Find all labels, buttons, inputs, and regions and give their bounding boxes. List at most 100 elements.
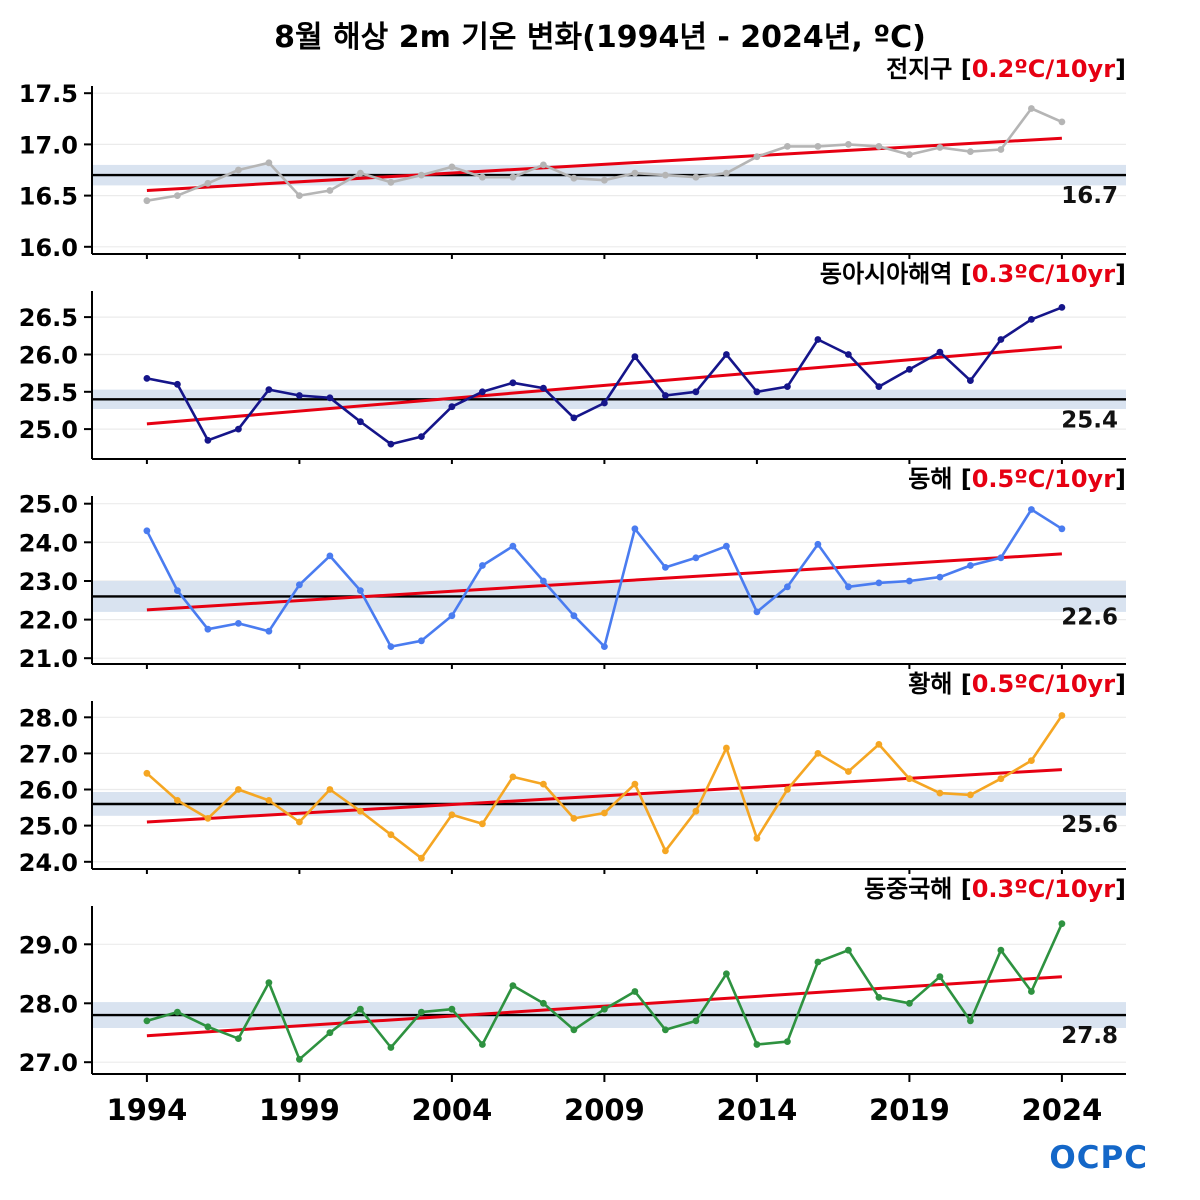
data-point xyxy=(1058,920,1066,928)
y-tick-label: 24.0 xyxy=(19,849,78,874)
panel-title: 동중국해 [0.3ºC/10yr] xyxy=(864,875,1126,903)
data-point xyxy=(1058,525,1066,533)
data-point xyxy=(723,169,730,177)
data-point xyxy=(540,780,547,788)
data-point xyxy=(357,587,364,594)
data-point xyxy=(1058,712,1066,719)
data-point xyxy=(631,780,639,788)
data-point xyxy=(753,153,761,161)
data-point xyxy=(265,386,273,393)
data-point xyxy=(601,176,608,184)
data-point xyxy=(418,637,425,645)
data-point xyxy=(174,1008,181,1016)
data-point xyxy=(204,815,212,822)
data-point xyxy=(906,577,913,585)
y-tick-label: 24.0 xyxy=(19,529,78,557)
y-tick-label: 25.0 xyxy=(19,416,78,444)
data-point xyxy=(235,166,242,174)
data-point xyxy=(601,809,608,817)
data-point xyxy=(906,775,913,783)
data-point xyxy=(875,741,883,748)
data-point xyxy=(387,643,395,650)
data-point xyxy=(326,552,334,560)
data-point xyxy=(509,773,517,781)
data-point xyxy=(296,392,303,399)
data-point xyxy=(418,854,425,862)
data-point xyxy=(357,1005,364,1013)
data-point xyxy=(265,159,273,167)
data-point xyxy=(235,786,242,793)
data-point xyxy=(906,366,913,373)
x-tick-label: 2014 xyxy=(717,1093,798,1127)
y-tick-label: 25.0 xyxy=(19,813,78,841)
series-line xyxy=(145,714,1064,860)
data-point xyxy=(418,433,425,440)
data-point xyxy=(570,815,578,822)
data-point xyxy=(814,540,822,548)
data-point xyxy=(997,336,1005,343)
data-point xyxy=(326,786,334,793)
data-point xyxy=(357,807,364,815)
y-tick-label: 25.5 xyxy=(19,379,78,407)
data-point xyxy=(814,958,822,966)
data-point xyxy=(753,388,761,396)
data-point xyxy=(1028,506,1035,513)
data-point xyxy=(174,587,181,594)
x-tick-label: 2024 xyxy=(1022,1093,1103,1127)
data-point xyxy=(174,797,181,804)
series-line xyxy=(145,508,1064,648)
data-point xyxy=(143,1017,151,1025)
panel-title: 동아시아해역 [0.3ºC/10yr] xyxy=(820,260,1126,288)
y-tick-label: 29.0 xyxy=(19,931,78,959)
data-point xyxy=(357,169,364,177)
data-point xyxy=(906,999,913,1007)
data-point xyxy=(662,171,669,179)
data-point xyxy=(448,612,456,620)
data-point xyxy=(875,383,883,390)
y-tick-label: 28.0 xyxy=(19,704,78,732)
data-point xyxy=(479,388,486,396)
mean-value-label: 25.6 xyxy=(1061,812,1118,838)
y-tick-label: 26.0 xyxy=(19,777,78,805)
data-point xyxy=(265,627,273,635)
data-point xyxy=(845,583,852,591)
data-point xyxy=(1028,757,1035,764)
data-point xyxy=(540,384,547,392)
data-point xyxy=(784,583,791,591)
data-point xyxy=(540,161,547,169)
data-point xyxy=(296,1055,303,1063)
data-point xyxy=(143,197,151,205)
x-tick-label: 2019 xyxy=(869,1093,950,1127)
panel-east-china-sea: 27.0 28.0 29.0 1994 1999 2004 2009 2014 2019 2024… xyxy=(19,875,1126,1127)
data-point xyxy=(875,579,883,587)
x-tick-label: 2009 xyxy=(564,1093,645,1127)
data-point xyxy=(1058,118,1066,126)
y-tick-label: 26.5 xyxy=(19,304,78,332)
data-point xyxy=(509,542,517,550)
trend-rate-label: 0.2ºC/10yr xyxy=(972,55,1115,83)
data-point xyxy=(143,527,151,535)
data-point xyxy=(814,143,822,150)
data-point xyxy=(753,1041,761,1048)
trend-rate-label: 0.3ºC/10yr xyxy=(972,260,1115,288)
data-point xyxy=(631,988,639,995)
data-point xyxy=(540,999,547,1007)
x-tick-label: 1994 xyxy=(107,1093,188,1127)
data-point xyxy=(448,811,456,819)
chart-title: 8월 해상 2m 기온 변화(1994년 - 2024년, ºC) xyxy=(274,20,926,55)
data-point xyxy=(448,1005,456,1013)
data-point xyxy=(723,542,730,550)
panel-title: 전지구 [0.2ºC/10yr] xyxy=(886,55,1126,83)
data-point xyxy=(723,970,730,978)
data-point xyxy=(326,394,334,402)
data-point xyxy=(1028,105,1035,112)
data-point xyxy=(326,187,334,194)
ocpc-logo: OCPC xyxy=(1049,1140,1148,1176)
data-point xyxy=(967,791,974,799)
data-point xyxy=(845,351,852,358)
y-tick-label: 17.0 xyxy=(19,131,78,159)
data-point xyxy=(692,554,700,562)
trend-rate-label: 0.3ºC/10yr xyxy=(972,875,1115,903)
data-point xyxy=(967,377,974,384)
data-point xyxy=(997,554,1005,562)
